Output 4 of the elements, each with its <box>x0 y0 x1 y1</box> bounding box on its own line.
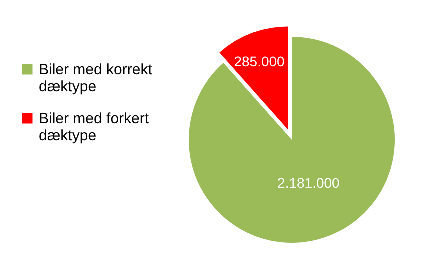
legend-label: Biler med korrekt dæktype <box>39 62 154 96</box>
legend-label: Biler med forkert dæktype <box>39 110 150 144</box>
data-label: 285.000 <box>234 53 286 70</box>
data-label: 2.181.000 <box>278 174 340 191</box>
